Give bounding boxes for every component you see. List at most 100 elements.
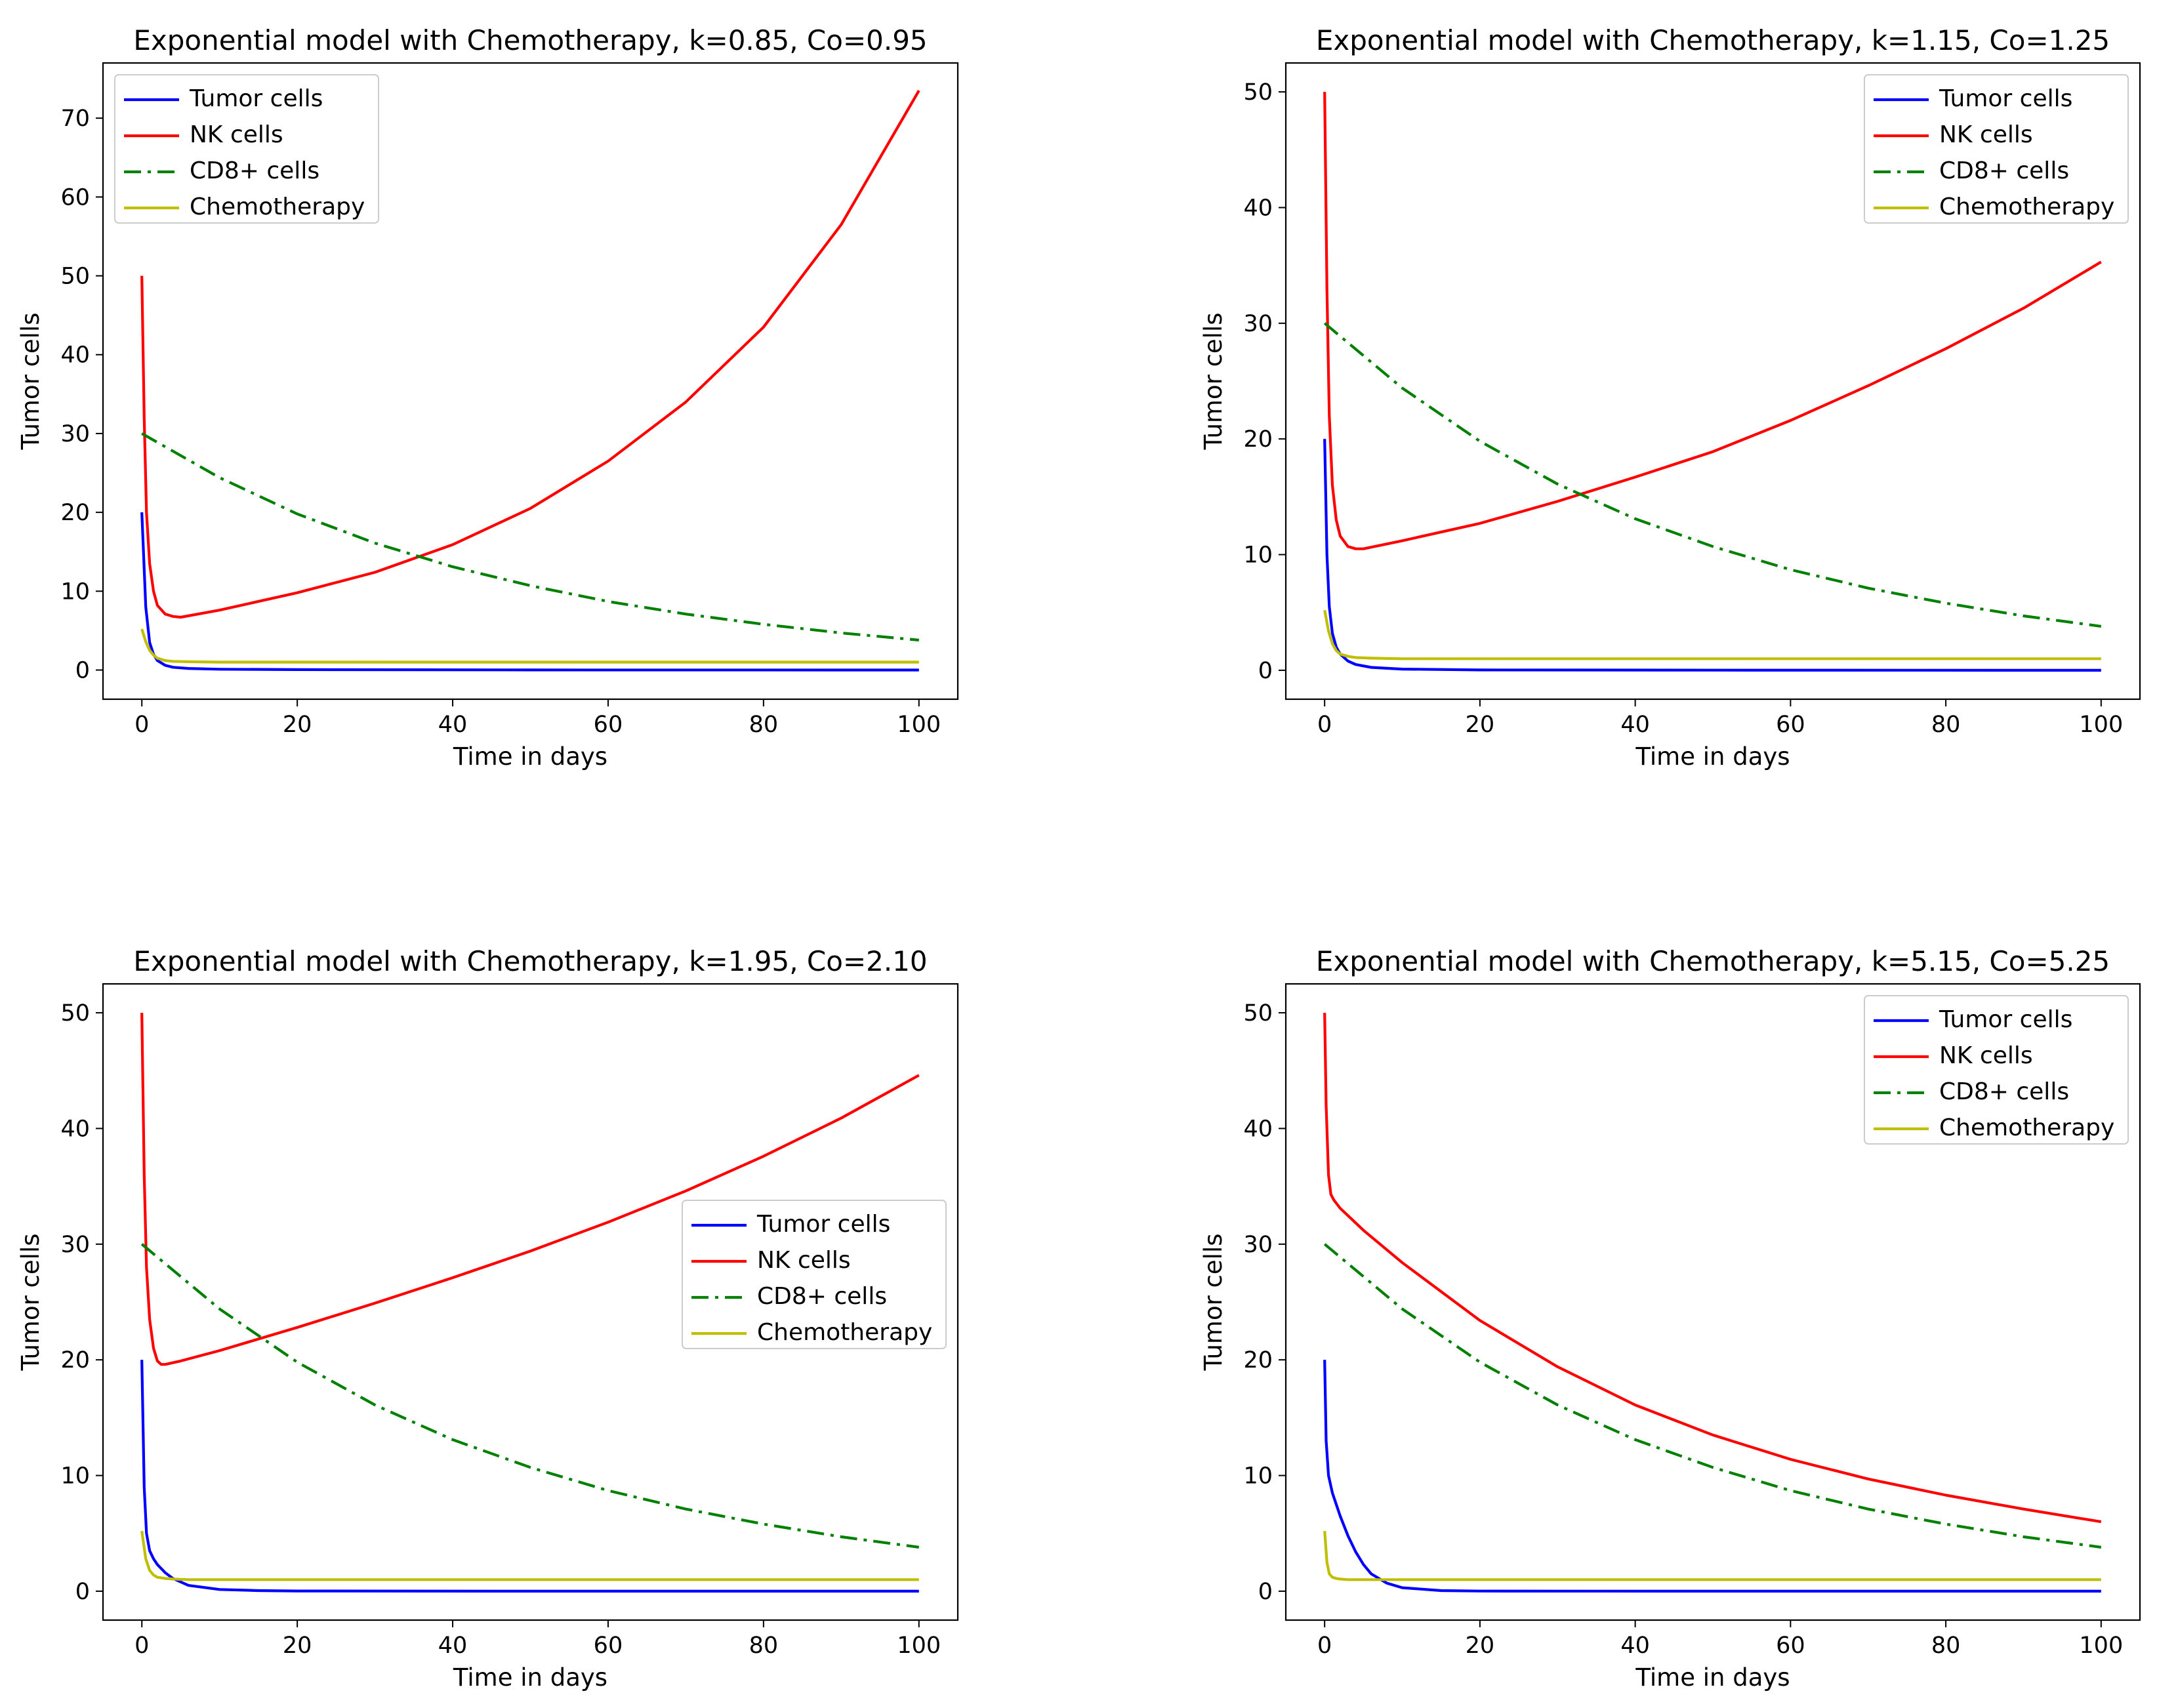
legend-entry: Tumor cells xyxy=(189,85,323,112)
x-tick-label: 80 xyxy=(749,712,779,738)
series-line-chemotherapy xyxy=(1323,1531,2101,1581)
x-tick-label: 60 xyxy=(1776,1633,1805,1659)
chart-panel-4: Exponential model with Chemotherapy, k=5… xyxy=(1199,945,2141,1692)
y-axis-label: Tumor cells xyxy=(16,312,45,450)
series-line-cd8-cells xyxy=(140,1243,920,1549)
legend-entry: CD8+ cells xyxy=(190,157,319,184)
y-tick-label: 40 xyxy=(60,1116,90,1142)
y-tick-label: 20 xyxy=(60,1347,90,1373)
legend-entry: NK cells xyxy=(190,121,283,148)
y-tick-label: 30 xyxy=(60,421,90,447)
series-line-nk-cells xyxy=(140,1013,920,1366)
series-line-cd8-cells xyxy=(1323,1243,2102,1549)
x-tick-label: 100 xyxy=(2079,1633,2123,1659)
legend-entry: NK cells xyxy=(1939,1042,2033,1069)
x-tick-label: 60 xyxy=(594,1633,623,1659)
y-tick-label: 20 xyxy=(60,500,90,526)
legend-entry: CD8+ cells xyxy=(1939,1078,2069,1105)
x-tick-label: 0 xyxy=(1317,1633,1332,1659)
series-line-tumor-cells xyxy=(1323,1360,2101,1593)
chart-panel-3: Exponential model with Chemotherapy, k=1… xyxy=(16,945,959,1692)
series-line-chemotherapy xyxy=(140,1530,919,1581)
chart-title: Exponential model with Chemotherapy, k=0… xyxy=(133,24,927,56)
legend-entry: Tumor cells xyxy=(1939,1006,2072,1033)
y-axis-label: Tumor cells xyxy=(1199,312,1227,450)
series-line-chemotherapy xyxy=(1323,609,2101,661)
y-tick-label: 30 xyxy=(60,1232,90,1258)
y-tick-label: 0 xyxy=(75,1579,90,1605)
x-tick-label: 60 xyxy=(594,712,623,738)
x-tick-label: 40 xyxy=(1620,1633,1650,1659)
y-tick-label: 10 xyxy=(1243,542,1273,569)
legend: Tumor cells NK cells CD8+ cells Chemotherap… xyxy=(1864,995,2129,1145)
legend-box xyxy=(1864,74,2129,224)
x-tick-label: 100 xyxy=(2079,712,2123,738)
x-tick-label: 100 xyxy=(897,1633,941,1659)
legend-entry: Tumor cells xyxy=(1939,85,2072,112)
y-tick-label: 0 xyxy=(1258,1579,1273,1605)
x-tick-label: 20 xyxy=(283,712,312,738)
x-tick-label: 60 xyxy=(1776,712,1805,738)
chart-title: Exponential model with Chemotherapy, k=1… xyxy=(133,945,927,977)
x-axis-label: Time in days xyxy=(453,742,607,771)
x-tick-label: 40 xyxy=(438,712,468,738)
y-tick-label: 30 xyxy=(1243,1232,1273,1258)
x-tick-label: 80 xyxy=(1931,712,1961,738)
y-tick-label: 10 xyxy=(1243,1463,1273,1490)
series-line-tumor-cells xyxy=(140,1360,919,1593)
series-line-cd8-cells xyxy=(141,432,919,641)
x-tick-label: 100 xyxy=(897,712,941,738)
chart-title: Exponential model with Chemotherapy, k=5… xyxy=(1316,945,2110,977)
legend-entry: Chemotherapy xyxy=(757,1319,932,1346)
x-tick-label: 80 xyxy=(1931,1633,1961,1659)
x-tick-label: 20 xyxy=(1466,712,1495,738)
y-tick-label: 40 xyxy=(60,342,90,369)
legend-box xyxy=(682,1200,947,1349)
series-line-chemotherapy xyxy=(140,628,919,664)
chart-title: Exponential model with Chemotherapy, k=1… xyxy=(1316,24,2110,56)
axes-frame xyxy=(1284,983,2141,1621)
legend-entry: NK cells xyxy=(1939,121,2033,148)
axes-frame xyxy=(1284,62,2141,701)
y-tick-label: 0 xyxy=(1258,658,1273,684)
x-tick-label: 20 xyxy=(283,1633,312,1659)
axes-frame xyxy=(102,983,959,1621)
y-axis-label: Tumor cells xyxy=(16,1233,45,1371)
x-axis-label: Time in days xyxy=(453,1663,607,1692)
x-tick-label: 80 xyxy=(749,1633,779,1659)
y-tick-label: 40 xyxy=(1243,195,1273,221)
legend-entry: Chemotherapy xyxy=(190,193,365,220)
legend-entry: Tumor cells xyxy=(756,1211,890,1238)
y-tick-label: 60 xyxy=(60,184,90,211)
legend: Tumor cells NK cells CD8+ cells Chemotherap… xyxy=(114,74,379,224)
legend: Tumor cells NK cells CD8+ cells Chemotherap… xyxy=(1864,74,2129,224)
series-line-nk-cells xyxy=(140,90,920,619)
legend: Tumor cells NK cells CD8+ cells Chemotherap… xyxy=(682,1200,947,1349)
y-tick-label: 10 xyxy=(60,579,90,605)
x-tick-label: 40 xyxy=(1620,712,1650,738)
y-tick-label: 50 xyxy=(1243,1000,1273,1027)
y-axis-label: Tumor cells xyxy=(1199,1233,1227,1371)
y-tick-label: 30 xyxy=(1243,311,1273,337)
y-tick-label: 10 xyxy=(60,1463,90,1490)
x-tick-label: 0 xyxy=(134,712,149,738)
y-tick-label: 20 xyxy=(1243,426,1273,453)
series-line-tumor-cells xyxy=(140,512,919,672)
series-line-cd8-cells xyxy=(1323,322,2102,628)
series-line-nk-cells xyxy=(1323,1013,2102,1524)
x-tick-label: 0 xyxy=(134,1633,149,1659)
x-tick-label: 20 xyxy=(1466,1633,1495,1659)
y-tick-label: 0 xyxy=(75,658,90,684)
axes-frame xyxy=(102,62,959,701)
x-axis-label: Time in days xyxy=(1635,1663,1790,1692)
x-tick-label: 40 xyxy=(438,1633,468,1659)
x-axis-label: Time in days xyxy=(1635,742,1790,771)
y-tick-label: 50 xyxy=(60,1000,90,1027)
y-tick-label: 50 xyxy=(60,264,90,290)
legend-entry: CD8+ cells xyxy=(1939,157,2069,184)
legend-entry: NK cells xyxy=(757,1247,851,1274)
legend-entry: CD8+ cells xyxy=(757,1283,887,1310)
series-line-nk-cells xyxy=(1323,92,2102,550)
y-tick-label: 40 xyxy=(1243,1116,1273,1142)
